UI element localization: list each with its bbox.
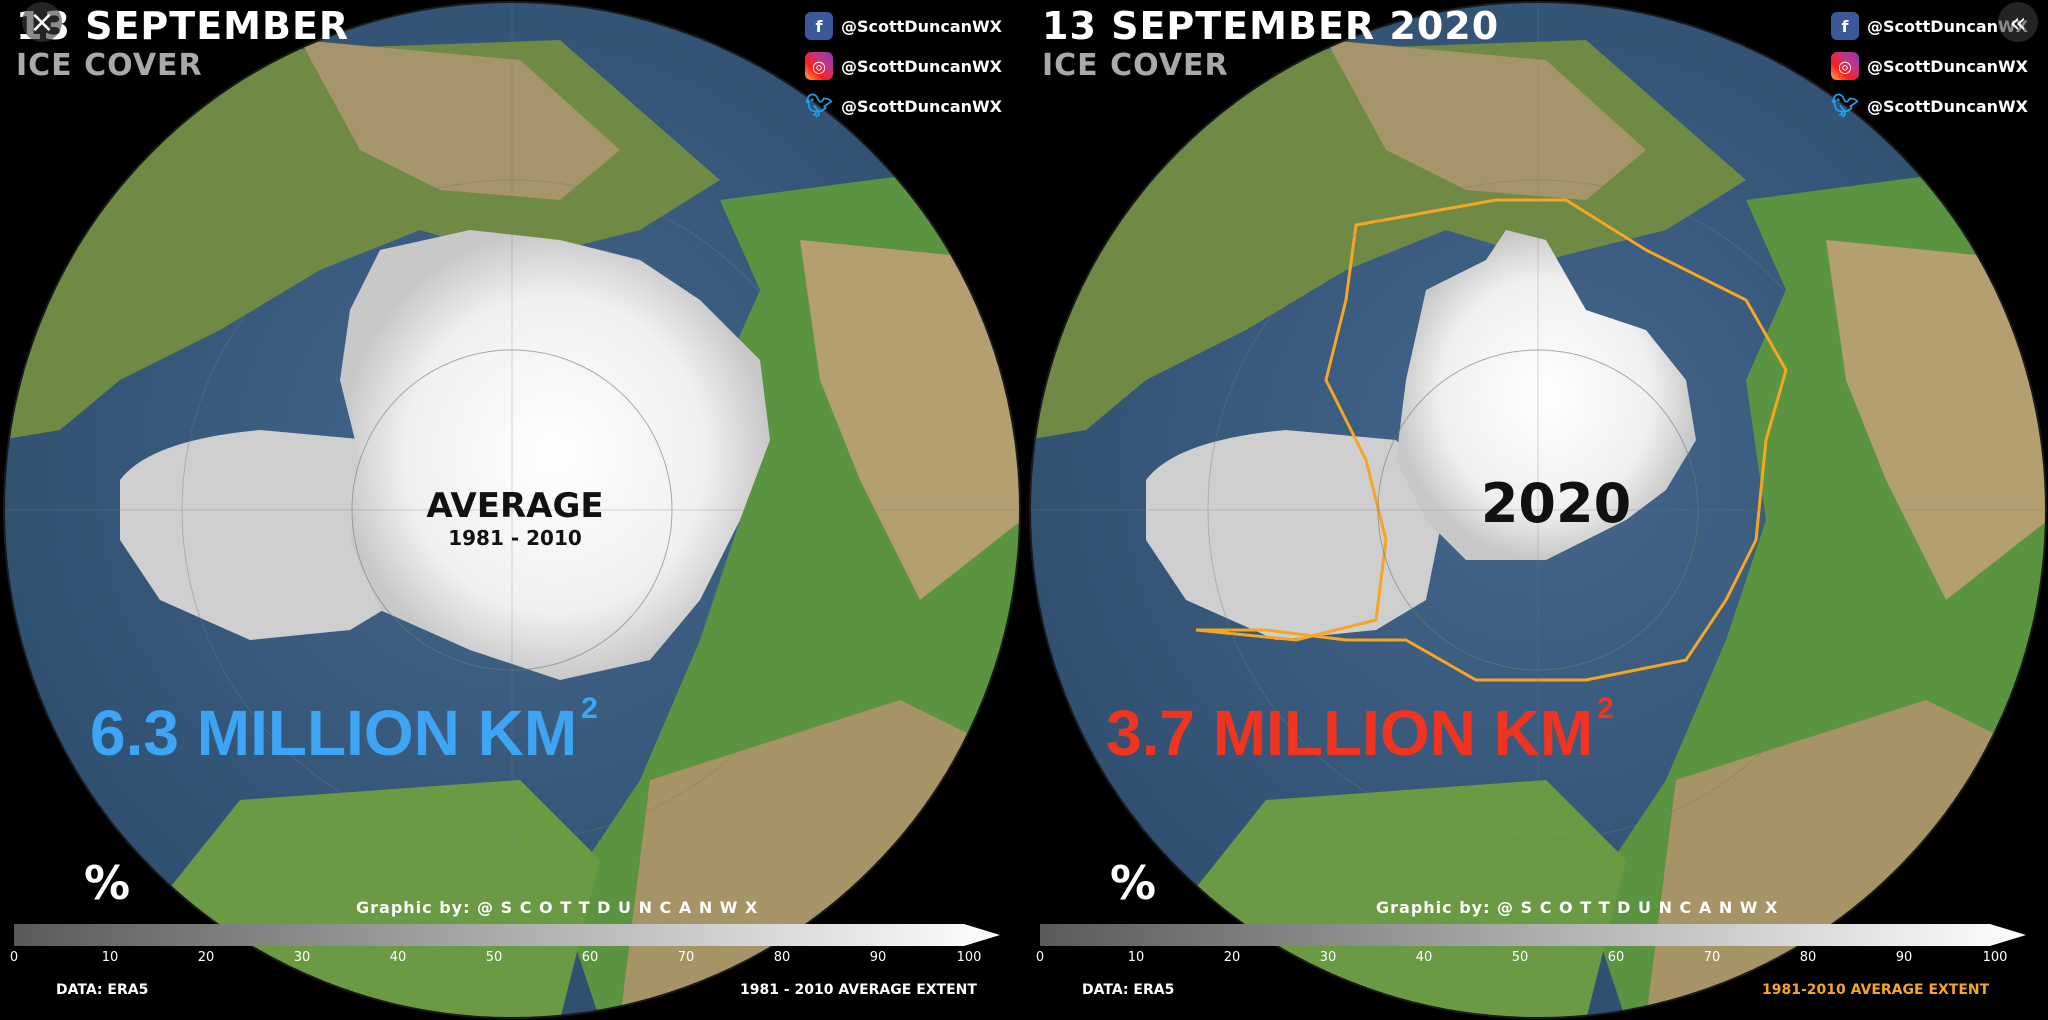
social-handles: f @ScottDuncanWX ◎ @ScottDuncanWX 🐦︎ @Sc…	[1830, 6, 2028, 126]
facebook-icon: f	[804, 12, 833, 40]
average-extent-value: 6.3 MILLION KM 2	[90, 692, 598, 769]
social-handles: f @ScottDuncanWX ◎ @ScottDuncanWX 🐦︎ @Sc…	[804, 6, 1002, 126]
year-2020-label: 2020	[1480, 472, 1632, 535]
chevron-double-left-icon[interactable]: «	[1998, 2, 2038, 42]
data-source: DATA: ERA5	[1082, 982, 1175, 998]
ice-cover-subtitle: ICE COVER	[1042, 48, 1229, 83]
twitter-handle[interactable]: 🐦︎ @ScottDuncanWX	[805, 93, 1002, 119]
data-source: DATA: ERA5	[56, 982, 149, 998]
graphic-credit: Graphic by: @ S C O T T D U N C A N W X	[1376, 898, 1779, 917]
instagram-icon: ◎	[804, 52, 833, 80]
twitter-icon: 🐦︎	[805, 93, 833, 119]
colorbar-ticks: 0 10 20 30 40 50 60 70 80 90 100	[9, 950, 982, 965]
ice-2020-panel: 13 SEPTEMBER 2020 ICE COVER f @ScottDunc…	[1026, 0, 2048, 1020]
date-title: 13 SEPTEMBER	[16, 4, 350, 48]
extent-2020-value: 3.7 MILLION KM 2	[1106, 692, 1614, 769]
greenland-ice	[120, 430, 420, 640]
twitter-icon: 🐦︎	[1831, 93, 1859, 119]
siberia-highlands	[1826, 240, 2046, 600]
ice-concentration-colorbar	[1040, 924, 2026, 946]
date-title: 13 SEPTEMBER 2020	[1042, 4, 1500, 48]
facebook-handle[interactable]: f @ScottDuncanWX	[1830, 6, 2028, 46]
facebook-handle[interactable]: f @ScottDuncanWX	[804, 6, 1002, 46]
sea-ice-extent-2020	[1396, 230, 1696, 560]
ice-cover-subtitle: ICE COVER	[16, 48, 203, 83]
ice-concentration-colorbar	[14, 924, 1000, 946]
twitter-handle[interactable]: 🐦︎ @ScottDuncanWX	[1831, 93, 2028, 119]
north-america-mountains	[300, 40, 620, 200]
average-ice-panel: 13 SEPTEMBER ICE COVER f @ScottDuncanWX …	[0, 0, 1022, 1020]
average-extent-legend: 1981-2010 AVERAGE EXTENT	[1762, 982, 1990, 998]
siberia-highlands	[800, 240, 1020, 600]
instagram-handle[interactable]: ◎ @ScottDuncanWX	[804, 46, 1002, 86]
graphic-credit: Graphic by: @ S C O T T D U N C A N W X	[356, 898, 759, 917]
average-extent-footer: 1981 - 2010 AVERAGE EXTENT	[740, 982, 977, 998]
average-extent-outline	[1195, 198, 1788, 682]
average-label: AVERAGE 1981 - 2010	[426, 486, 604, 550]
close-icon[interactable]: ×	[22, 2, 62, 42]
north-america-mountains	[1326, 40, 1646, 200]
percent-label: %	[84, 856, 131, 910]
colorbar-ticks: 0 10 20 30 40 50 60 70 80 90 100	[1035, 950, 2008, 965]
instagram-handle[interactable]: ◎ @ScottDuncanWX	[1830, 46, 2028, 86]
sea-ice-extent	[340, 230, 770, 680]
percent-label: %	[1110, 856, 1157, 910]
instagram-icon: ◎	[1830, 52, 1859, 80]
facebook-icon: f	[1830, 12, 1859, 40]
